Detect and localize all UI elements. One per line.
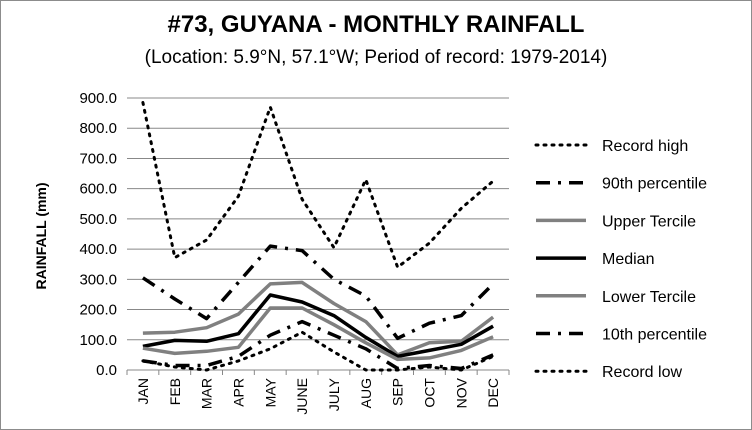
chart-title: #73, GUYANA - MONTHLY RAINFALL <box>168 11 585 38</box>
x-tick-label: JULY <box>326 377 342 411</box>
y-tick-label: 400.0 <box>79 241 117 258</box>
legend-label: Median <box>602 251 654 268</box>
y-tick-label: 900.0 <box>79 90 117 107</box>
series-line-record-high <box>141 101 495 269</box>
series-line-record-low <box>141 330 495 372</box>
y-tick-label: 300.0 <box>79 271 117 288</box>
series-line-90th-percentile <box>141 244 495 341</box>
y-tick-label: 800.0 <box>79 120 117 137</box>
y-tick-label: 100.0 <box>79 332 117 349</box>
x-tick-labels: JAN FEB MAR APR MAY JUNE JULY AUG SEP OCT NOV DEC <box>135 377 501 414</box>
x-tick-label: JUNE <box>294 378 310 415</box>
x-tick-label: APR <box>230 378 246 407</box>
series-line-10th-percentile <box>142 319 494 371</box>
legend: Record high 90th percentile Upper Tercile M… <box>534 138 707 381</box>
legend-label: Record low <box>602 364 682 381</box>
chart-subtitle: (Location: 5.9°N, 57.1°W; Period of reco… <box>145 47 608 68</box>
legend-label: Upper Tercile <box>602 213 696 230</box>
legend-label: 10th percentile <box>602 327 707 344</box>
series-line-median <box>142 293 494 359</box>
y-tick-label: 700.0 <box>79 150 117 167</box>
x-tick-label: FEB <box>167 378 183 405</box>
legend-label: 90th percentile <box>602 176 707 193</box>
x-tick-label: OCT <box>421 378 437 408</box>
x-tick-label: MAY <box>262 377 278 407</box>
legend-label: Lower Tercile <box>602 289 696 306</box>
y-tick-label: 0.0 <box>96 362 117 379</box>
y-tick-labels: 0.0 100.0 200.0 300.0 400.0 500.0 600.0 700.0 80… <box>79 90 117 379</box>
x-tick-label: SEP <box>390 378 406 406</box>
gridlines <box>126 97 510 375</box>
x-tick-label: JAN <box>135 378 151 404</box>
y-axis-label: RAINFALL (mm) <box>33 182 49 289</box>
legend-label: Record high <box>602 138 688 155</box>
series-line-lower-tercile <box>142 306 494 362</box>
x-tick-label: DEC <box>485 378 501 408</box>
x-tick-label: MAR <box>199 378 215 409</box>
y-tick-label: 600.0 <box>79 181 117 198</box>
y-tick-label: 500.0 <box>79 211 117 228</box>
x-tick-label: NOV <box>453 377 469 408</box>
series-lines <box>141 101 495 372</box>
y-tick-label: 200.0 <box>79 302 117 319</box>
series-line-upper-tercile <box>142 280 495 357</box>
x-tick-label: AUG <box>358 378 374 408</box>
